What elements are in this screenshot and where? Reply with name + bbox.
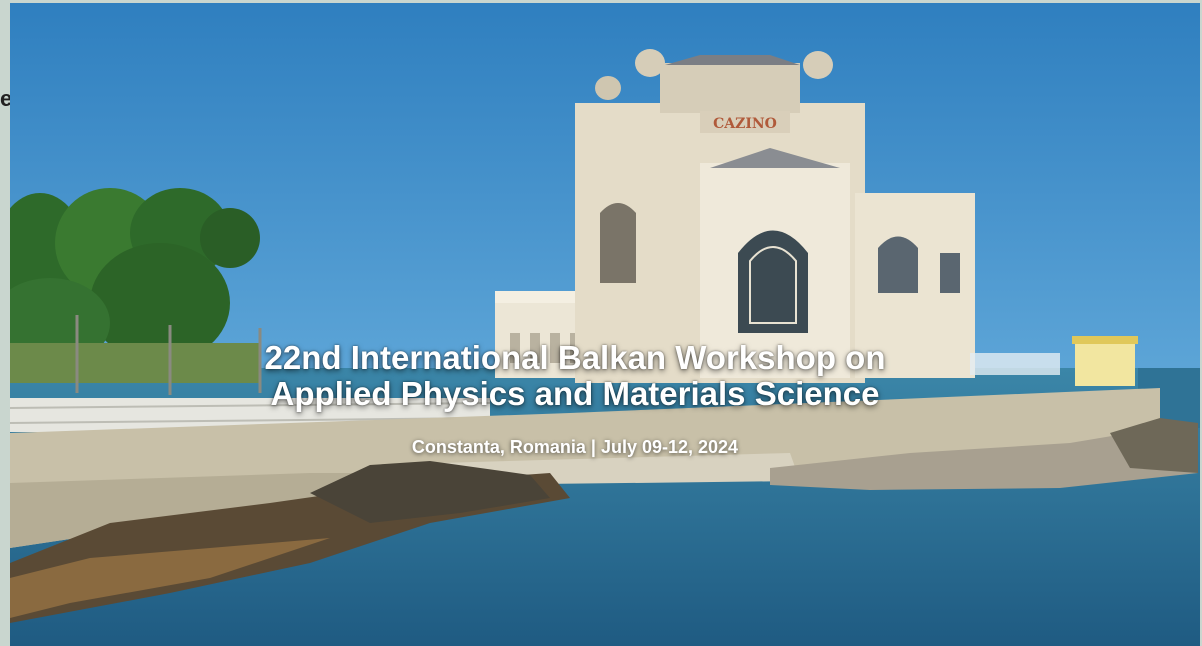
trees xyxy=(10,188,260,383)
left-edge-text-fragment: e xyxy=(0,86,13,111)
breakwater-rocks xyxy=(10,418,1198,623)
kiosk xyxy=(1075,341,1135,386)
title-line-2: Applied Physics and Materials Science xyxy=(270,375,880,412)
casino-building: CAZINO xyxy=(495,49,975,383)
page-title: 22nd International Balkan Workshop on Ap… xyxy=(10,340,1140,412)
hero-banner: CAZINO 22nd International Balkan Worksho… xyxy=(10,3,1200,646)
casino-sign: CAZINO xyxy=(713,116,777,132)
hero-photo: CAZINO xyxy=(10,3,1200,646)
page-left-edge: e xyxy=(0,0,13,646)
title-line-1: 22nd International Balkan Workshop on xyxy=(264,339,886,376)
event-location-date: Constanta, Romania | July 09-12, 2024 xyxy=(411,437,739,457)
